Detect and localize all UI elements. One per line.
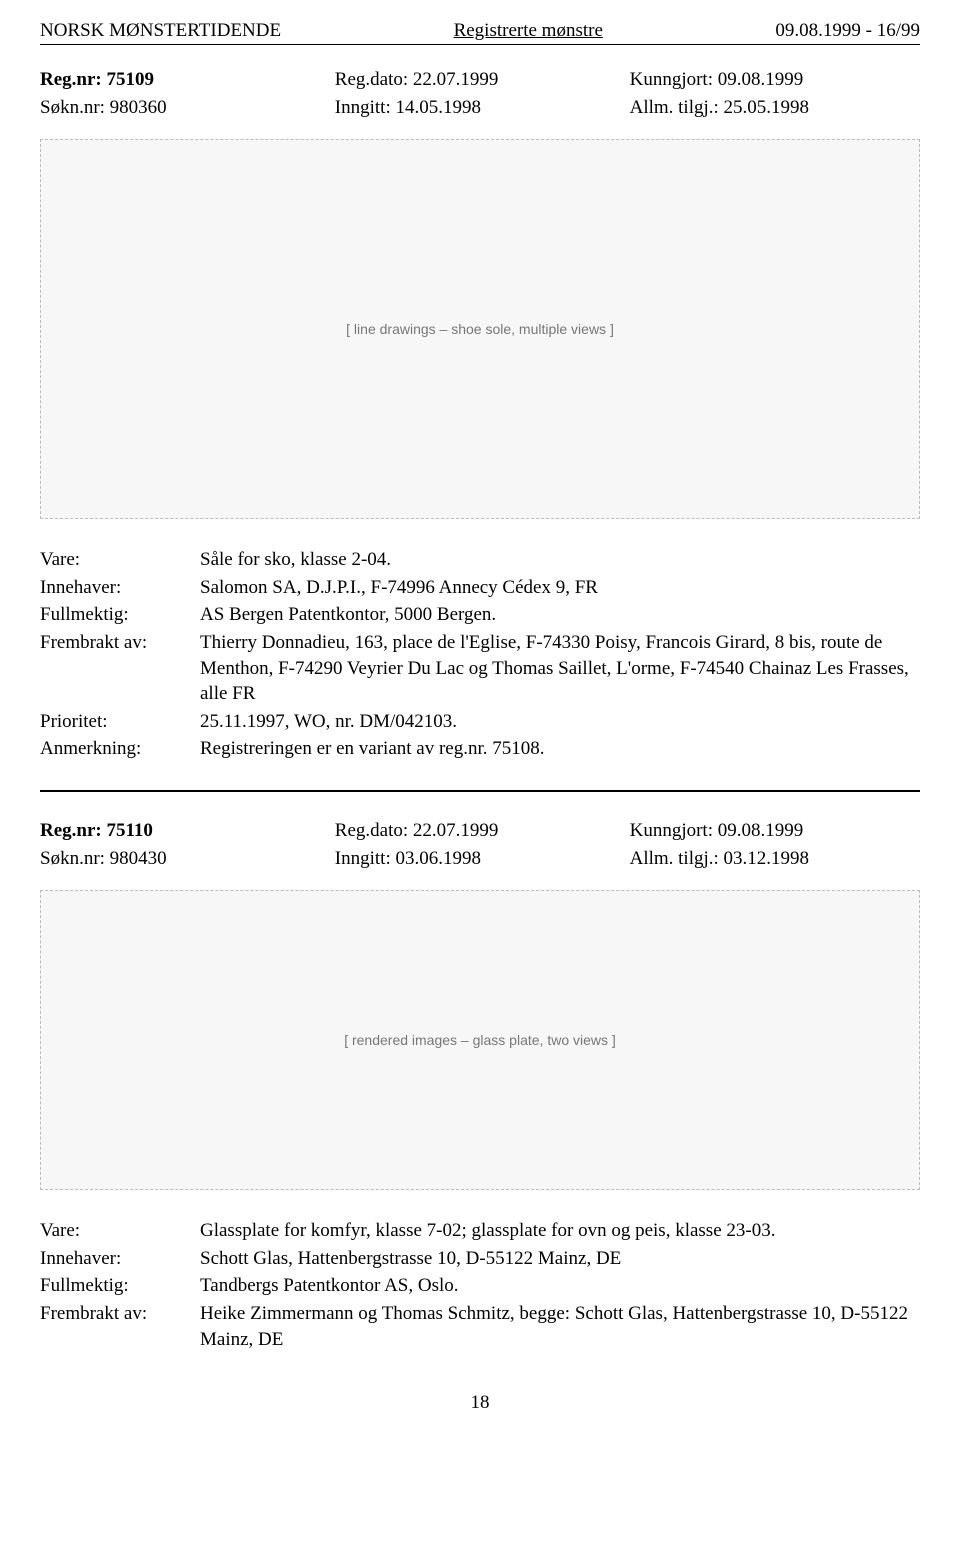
reg-dato: Reg.dato: 22.07.1999	[335, 69, 625, 91]
details-value: 25.11.1997, WO, nr. DM/042103.	[200, 709, 920, 735]
details-label: Frembrakt av:	[40, 630, 200, 656]
details-row: Frembrakt av:Heike Zimmermann og Thomas …	[40, 1301, 920, 1352]
kunngjort: Kunngjort: 09.08.1999	[630, 820, 920, 842]
allm-tilgj: Allm. tilgj.: 03.12.1998	[630, 848, 920, 870]
details-label: Anmerkning:	[40, 736, 200, 762]
details-row: Innehaver:Salomon SA, D.J.P.I., F-74996 …	[40, 575, 920, 601]
kunngjort: Kunngjort: 09.08.1999	[630, 69, 920, 91]
details-row: Innehaver:Schott Glas, Hattenbergstrasse…	[40, 1246, 920, 1272]
header-center: Registrerte mønstre	[454, 20, 603, 42]
page-number: 18	[40, 1392, 920, 1414]
meta-row-1: Reg.nr: 75110 Reg.dato: 22.07.1999 Kunng…	[40, 820, 920, 842]
sokn-nr: Søkn.nr: 980430	[40, 848, 330, 870]
details-row: Fullmektig:AS Bergen Patentkontor, 5000 …	[40, 602, 920, 628]
registration-entry: Reg.nr: 75110 Reg.dato: 22.07.1999 Kunng…	[40, 820, 920, 1352]
page: NORSK MØNSTERTIDENDE Registrerte mønstre…	[0, 0, 960, 1454]
reg-dato: Reg.dato: 22.07.1999	[335, 820, 625, 842]
reg-nr: Reg.nr: 75109	[40, 69, 330, 91]
entry-divider	[40, 790, 920, 792]
reg-nr: Reg.nr: 75110	[40, 820, 330, 842]
details-label: Vare:	[40, 1218, 200, 1244]
details-value: Thierry Donnadieu, 163, place de l'Eglis…	[200, 630, 920, 707]
details-value: Tandbergs Patentkontor AS, Oslo.	[200, 1273, 920, 1299]
details-value: Registreringen er en variant av reg.nr. …	[200, 736, 920, 762]
figure-caption: [ rendered images – glass plate, two vie…	[344, 1032, 616, 1048]
details-value: Schott Glas, Hattenbergstrasse 10, D-551…	[200, 1246, 920, 1272]
details-row: Vare:Såle for sko, klasse 2-04.	[40, 547, 920, 573]
sokn-nr: Søkn.nr: 980360	[40, 97, 330, 119]
inngitt: Inngitt: 03.06.1998	[335, 848, 625, 870]
allm-tilgj: Allm. tilgj.: 25.05.1998	[630, 97, 920, 119]
header-left: NORSK MØNSTERTIDENDE	[40, 20, 281, 42]
details-row: Vare:Glassplate for komfyr, klasse 7-02;…	[40, 1218, 920, 1244]
details-row: Frembrakt av:Thierry Donnadieu, 163, pla…	[40, 630, 920, 707]
details-value: Såle for sko, klasse 2-04.	[200, 547, 920, 573]
details-label: Prioritet:	[40, 709, 200, 735]
details-value: Salomon SA, D.J.P.I., F-74996 Annecy Céd…	[200, 575, 920, 601]
details-value: Heike Zimmermann og Thomas Schmitz, begg…	[200, 1301, 920, 1352]
details-label: Fullmektig:	[40, 1273, 200, 1299]
registration-entry: Reg.nr: 75109 Reg.dato: 22.07.1999 Kunng…	[40, 69, 920, 762]
details-label: Fullmektig:	[40, 602, 200, 628]
details-table: Vare:Glassplate for komfyr, klasse 7-02;…	[40, 1218, 920, 1352]
meta-row-1: Reg.nr: 75109 Reg.dato: 22.07.1999 Kunng…	[40, 69, 920, 91]
details-label: Innehaver:	[40, 1246, 200, 1272]
details-row: Anmerkning:Registreringen er en variant …	[40, 736, 920, 762]
figure-placeholder: [ rendered images – glass plate, two vie…	[40, 890, 920, 1190]
details-value: Glassplate for komfyr, klasse 7-02; glas…	[200, 1218, 920, 1244]
details-row: Prioritet:25.11.1997, WO, nr. DM/042103.	[40, 709, 920, 735]
details-label: Frembrakt av:	[40, 1301, 200, 1327]
details-label: Vare:	[40, 547, 200, 573]
details-table: Vare:Såle for sko, klasse 2-04.Innehaver…	[40, 547, 920, 762]
details-row: Fullmektig:Tandbergs Patentkontor AS, Os…	[40, 1273, 920, 1299]
details-label: Innehaver:	[40, 575, 200, 601]
meta-row-2: Søkn.nr: 980430 Inngitt: 03.06.1998 Allm…	[40, 848, 920, 870]
figure-placeholder: [ line drawings – shoe sole, multiple vi…	[40, 139, 920, 519]
header-right: 09.08.1999 - 16/99	[775, 20, 920, 42]
header-bar: NORSK MØNSTERTIDENDE Registrerte mønstre…	[40, 20, 920, 45]
meta-row-2: Søkn.nr: 980360 Inngitt: 14.05.1998 Allm…	[40, 97, 920, 119]
inngitt: Inngitt: 14.05.1998	[335, 97, 625, 119]
figure-caption: [ line drawings – shoe sole, multiple vi…	[346, 321, 614, 337]
details-value: AS Bergen Patentkontor, 5000 Bergen.	[200, 602, 920, 628]
